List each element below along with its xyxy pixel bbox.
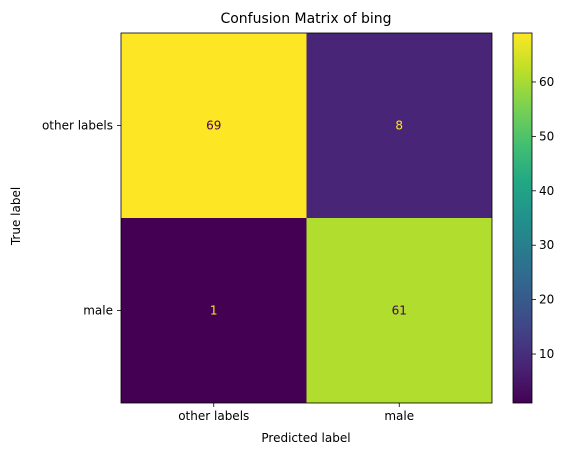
colorbar-tick-label: 60 (539, 75, 554, 89)
matrix-frame (120, 32, 493, 404)
x-axis-label: Predicted label (261, 431, 350, 445)
matrix-cell (121, 218, 307, 403)
x-tick-label: male (384, 409, 414, 423)
matrix-plot-area: 69 8 1 61 other labels male other labels male (42, 32, 493, 423)
colorbar-tick-label: 50 (539, 129, 554, 143)
matrix-cell (121, 33, 307, 218)
y-axis-label: True label (9, 187, 23, 246)
matrix-cell (306, 218, 492, 403)
colorbar: 10 20 30 40 50 60 (512, 32, 554, 404)
colorbar-tick-label: 10 (539, 347, 554, 361)
cell-value-label: 69 (206, 119, 221, 133)
y-tick-label: male (83, 304, 113, 318)
chart-title: Confusion Matrix of bing (220, 11, 391, 27)
colorbar-tick-label: 30 (539, 238, 554, 252)
cell-value-label: 1 (210, 304, 218, 318)
colorbar-gradient (512, 32, 533, 404)
cell-value-label: 61 (392, 304, 407, 318)
matrix-cell (306, 33, 492, 218)
colorbar-tick-label: 20 (539, 293, 554, 307)
y-tick-label: other labels (42, 119, 113, 133)
x-tick-label: other labels (178, 409, 249, 423)
colorbar-tick-label: 40 (539, 184, 554, 198)
cell-value-label: 8 (395, 119, 403, 133)
